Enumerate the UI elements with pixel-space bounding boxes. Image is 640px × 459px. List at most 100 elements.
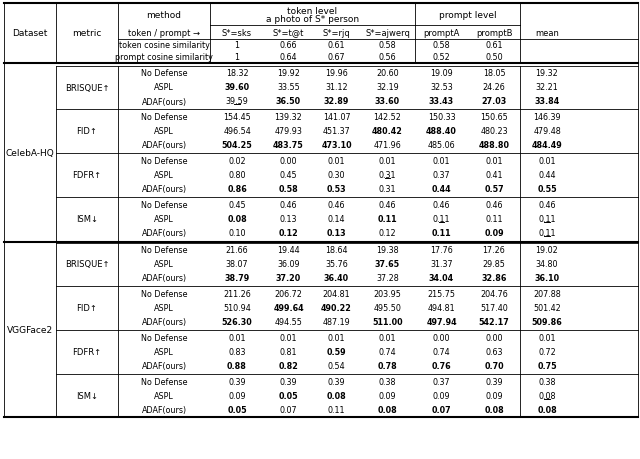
Text: 215.75: 215.75 bbox=[428, 290, 456, 299]
Text: mean: mean bbox=[535, 28, 559, 38]
Text: method: method bbox=[147, 11, 182, 19]
Text: ISM↓: ISM↓ bbox=[76, 392, 98, 401]
Text: 0.83: 0.83 bbox=[228, 348, 246, 357]
Text: 19.44: 19.44 bbox=[277, 246, 300, 255]
Text: 511.00: 511.00 bbox=[372, 318, 403, 327]
Text: ADAF(ours): ADAF(ours) bbox=[141, 318, 187, 327]
Text: 31.37: 31.37 bbox=[430, 260, 453, 269]
Text: 0.11: 0.11 bbox=[378, 215, 397, 224]
Text: 0.08: 0.08 bbox=[227, 215, 247, 224]
Text: BRISQUE↑: BRISQUE↑ bbox=[65, 84, 109, 92]
Text: 0.31: 0.31 bbox=[379, 185, 396, 194]
Text: prompt cosine similarity: prompt cosine similarity bbox=[115, 53, 213, 62]
Text: 0.09: 0.09 bbox=[484, 229, 504, 238]
Text: 496.54: 496.54 bbox=[223, 127, 251, 136]
Text: 204.76: 204.76 bbox=[480, 290, 508, 299]
Text: 0.13: 0.13 bbox=[326, 229, 346, 238]
Text: 0.01: 0.01 bbox=[328, 334, 345, 343]
Text: 0.08: 0.08 bbox=[538, 392, 556, 401]
Text: 38.79: 38.79 bbox=[225, 274, 250, 283]
Text: 0.46: 0.46 bbox=[433, 201, 451, 210]
Text: 0.61: 0.61 bbox=[485, 41, 503, 50]
Text: ASPL: ASPL bbox=[154, 127, 174, 136]
Text: No Defense: No Defense bbox=[141, 334, 188, 343]
Text: CelebA-HQ: CelebA-HQ bbox=[6, 149, 54, 158]
Text: 0.07: 0.07 bbox=[280, 406, 298, 414]
Text: 36.50: 36.50 bbox=[276, 97, 301, 106]
Text: 0.09: 0.09 bbox=[485, 392, 503, 401]
Text: 0.78: 0.78 bbox=[378, 362, 397, 371]
Text: 0.59: 0.59 bbox=[326, 348, 346, 357]
Text: ADAF(ours): ADAF(ours) bbox=[141, 141, 187, 150]
Text: 206.72: 206.72 bbox=[275, 290, 303, 299]
Text: 0.46: 0.46 bbox=[328, 201, 345, 210]
Text: 0.01: 0.01 bbox=[228, 334, 246, 343]
Text: No Defense: No Defense bbox=[141, 246, 188, 255]
Text: 0.66: 0.66 bbox=[280, 41, 297, 50]
Text: FID↑: FID↑ bbox=[77, 127, 97, 136]
Text: No Defense: No Defense bbox=[141, 113, 188, 122]
Text: VGGFace2: VGGFace2 bbox=[7, 326, 53, 335]
Text: 32.21: 32.21 bbox=[536, 84, 558, 92]
Text: S*=sks: S*=sks bbox=[222, 28, 252, 38]
Text: ASPL: ASPL bbox=[154, 392, 174, 401]
Text: 471.96: 471.96 bbox=[374, 141, 401, 150]
Text: 0.01: 0.01 bbox=[538, 334, 556, 343]
Text: 0.54: 0.54 bbox=[328, 362, 346, 371]
Text: 0.44: 0.44 bbox=[432, 185, 451, 194]
Text: 0.01: 0.01 bbox=[328, 157, 345, 166]
Text: 31.12: 31.12 bbox=[325, 84, 348, 92]
Text: Dataset: Dataset bbox=[12, 29, 48, 39]
Text: 33.55: 33.55 bbox=[277, 84, 300, 92]
Text: 495.50: 495.50 bbox=[374, 304, 401, 313]
Text: 485.06: 485.06 bbox=[428, 141, 455, 150]
Text: ASPL: ASPL bbox=[154, 304, 174, 313]
Text: 18.05: 18.05 bbox=[483, 69, 506, 78]
Text: 473.10: 473.10 bbox=[321, 141, 352, 150]
Text: 0.12: 0.12 bbox=[379, 229, 396, 238]
Text: S*=rjq: S*=rjq bbox=[323, 28, 350, 38]
Text: 0.01: 0.01 bbox=[379, 334, 396, 343]
Text: 0.08: 0.08 bbox=[484, 406, 504, 414]
Text: token / prompt →: token / prompt → bbox=[128, 28, 200, 38]
Text: 150.65: 150.65 bbox=[480, 113, 508, 122]
Text: 0.58: 0.58 bbox=[379, 41, 396, 50]
Text: 488.40: 488.40 bbox=[426, 127, 457, 136]
Text: 0.11: 0.11 bbox=[538, 215, 556, 224]
Text: 0.08: 0.08 bbox=[326, 392, 346, 401]
Text: 0.37: 0.37 bbox=[433, 378, 451, 386]
Text: 0.12: 0.12 bbox=[278, 229, 298, 238]
Text: 501.42: 501.42 bbox=[533, 304, 561, 313]
Text: 0.61: 0.61 bbox=[328, 41, 345, 50]
Text: 0.39: 0.39 bbox=[228, 378, 246, 386]
Text: 17.26: 17.26 bbox=[483, 246, 506, 255]
Text: 0.05: 0.05 bbox=[278, 392, 298, 401]
Text: 542.17: 542.17 bbox=[479, 318, 509, 327]
Text: 204.81: 204.81 bbox=[323, 290, 350, 299]
Text: 38.07: 38.07 bbox=[226, 260, 248, 269]
Text: 17.76: 17.76 bbox=[430, 246, 453, 255]
Text: 0.00: 0.00 bbox=[485, 334, 503, 343]
Text: 494.55: 494.55 bbox=[275, 318, 303, 327]
Text: 0.74: 0.74 bbox=[379, 348, 396, 357]
Text: 479.93: 479.93 bbox=[275, 127, 303, 136]
Text: 37.20: 37.20 bbox=[276, 274, 301, 283]
Text: 27.03: 27.03 bbox=[481, 97, 507, 106]
Text: 0.08: 0.08 bbox=[537, 406, 557, 414]
Text: 480.42: 480.42 bbox=[372, 127, 403, 136]
Text: 35.76: 35.76 bbox=[325, 260, 348, 269]
Text: ADAF(ours): ADAF(ours) bbox=[141, 229, 187, 238]
Text: 0.45: 0.45 bbox=[228, 201, 246, 210]
Text: promptA: promptA bbox=[423, 28, 460, 38]
Text: 0.00: 0.00 bbox=[433, 334, 451, 343]
Text: ADAF(ours): ADAF(ours) bbox=[141, 185, 187, 194]
Text: 0.63: 0.63 bbox=[485, 348, 503, 357]
Text: 0.70: 0.70 bbox=[484, 362, 504, 371]
Text: 34.80: 34.80 bbox=[536, 260, 558, 269]
Text: 19.09: 19.09 bbox=[430, 69, 453, 78]
Text: S*=t@t: S*=t@t bbox=[273, 28, 304, 38]
Text: 497.94: 497.94 bbox=[426, 318, 457, 327]
Text: 483.75: 483.75 bbox=[273, 141, 304, 150]
Text: 0.09: 0.09 bbox=[379, 392, 396, 401]
Text: ASPL: ASPL bbox=[154, 348, 174, 357]
